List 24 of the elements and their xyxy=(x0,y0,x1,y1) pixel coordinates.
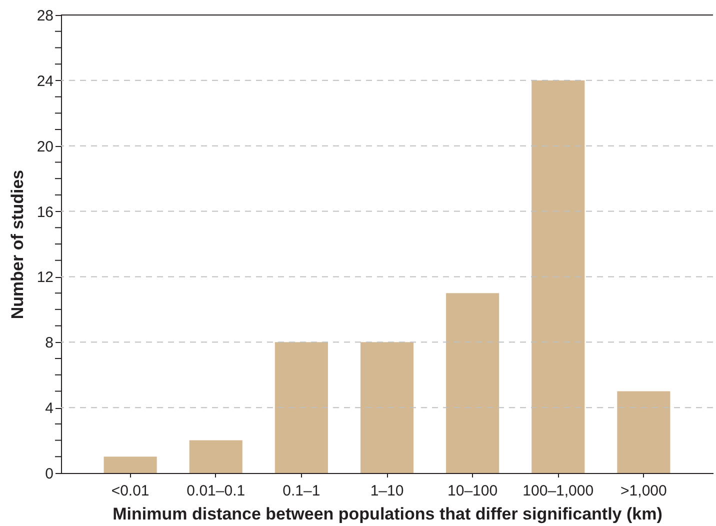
y-tick-label: 0 xyxy=(45,466,54,482)
x-tick-label: 0.01–0.1 xyxy=(186,482,246,500)
bar xyxy=(104,456,157,473)
x-tick-label: 1–10 xyxy=(370,482,404,500)
y-tick-label: 28 xyxy=(36,8,54,24)
bar xyxy=(532,80,585,473)
x-axis-title: Minimum distance between populations that differ significantly (km) xyxy=(112,504,662,524)
x-tick-label: <0.01 xyxy=(111,482,150,500)
y-tick-label: 20 xyxy=(36,138,54,156)
y-tick-label: 4 xyxy=(45,400,54,418)
y-tick-label: 8 xyxy=(45,334,54,352)
y-axis-title: Number of studies xyxy=(8,170,27,320)
bar xyxy=(617,391,670,473)
x-tick-label: >1,000 xyxy=(620,482,667,500)
x-tick-label: 0.1–1 xyxy=(282,482,320,500)
bar xyxy=(360,342,414,473)
bar xyxy=(446,293,500,473)
y-tick-label: 12 xyxy=(36,269,54,286)
bar xyxy=(274,342,328,473)
y-tick-label: 16 xyxy=(36,204,54,221)
y-tick-label: 24 xyxy=(36,72,54,90)
bar xyxy=(189,440,242,473)
x-tick-label: 100–1,000 xyxy=(522,482,594,500)
x-tick-label: 10–100 xyxy=(448,482,498,500)
